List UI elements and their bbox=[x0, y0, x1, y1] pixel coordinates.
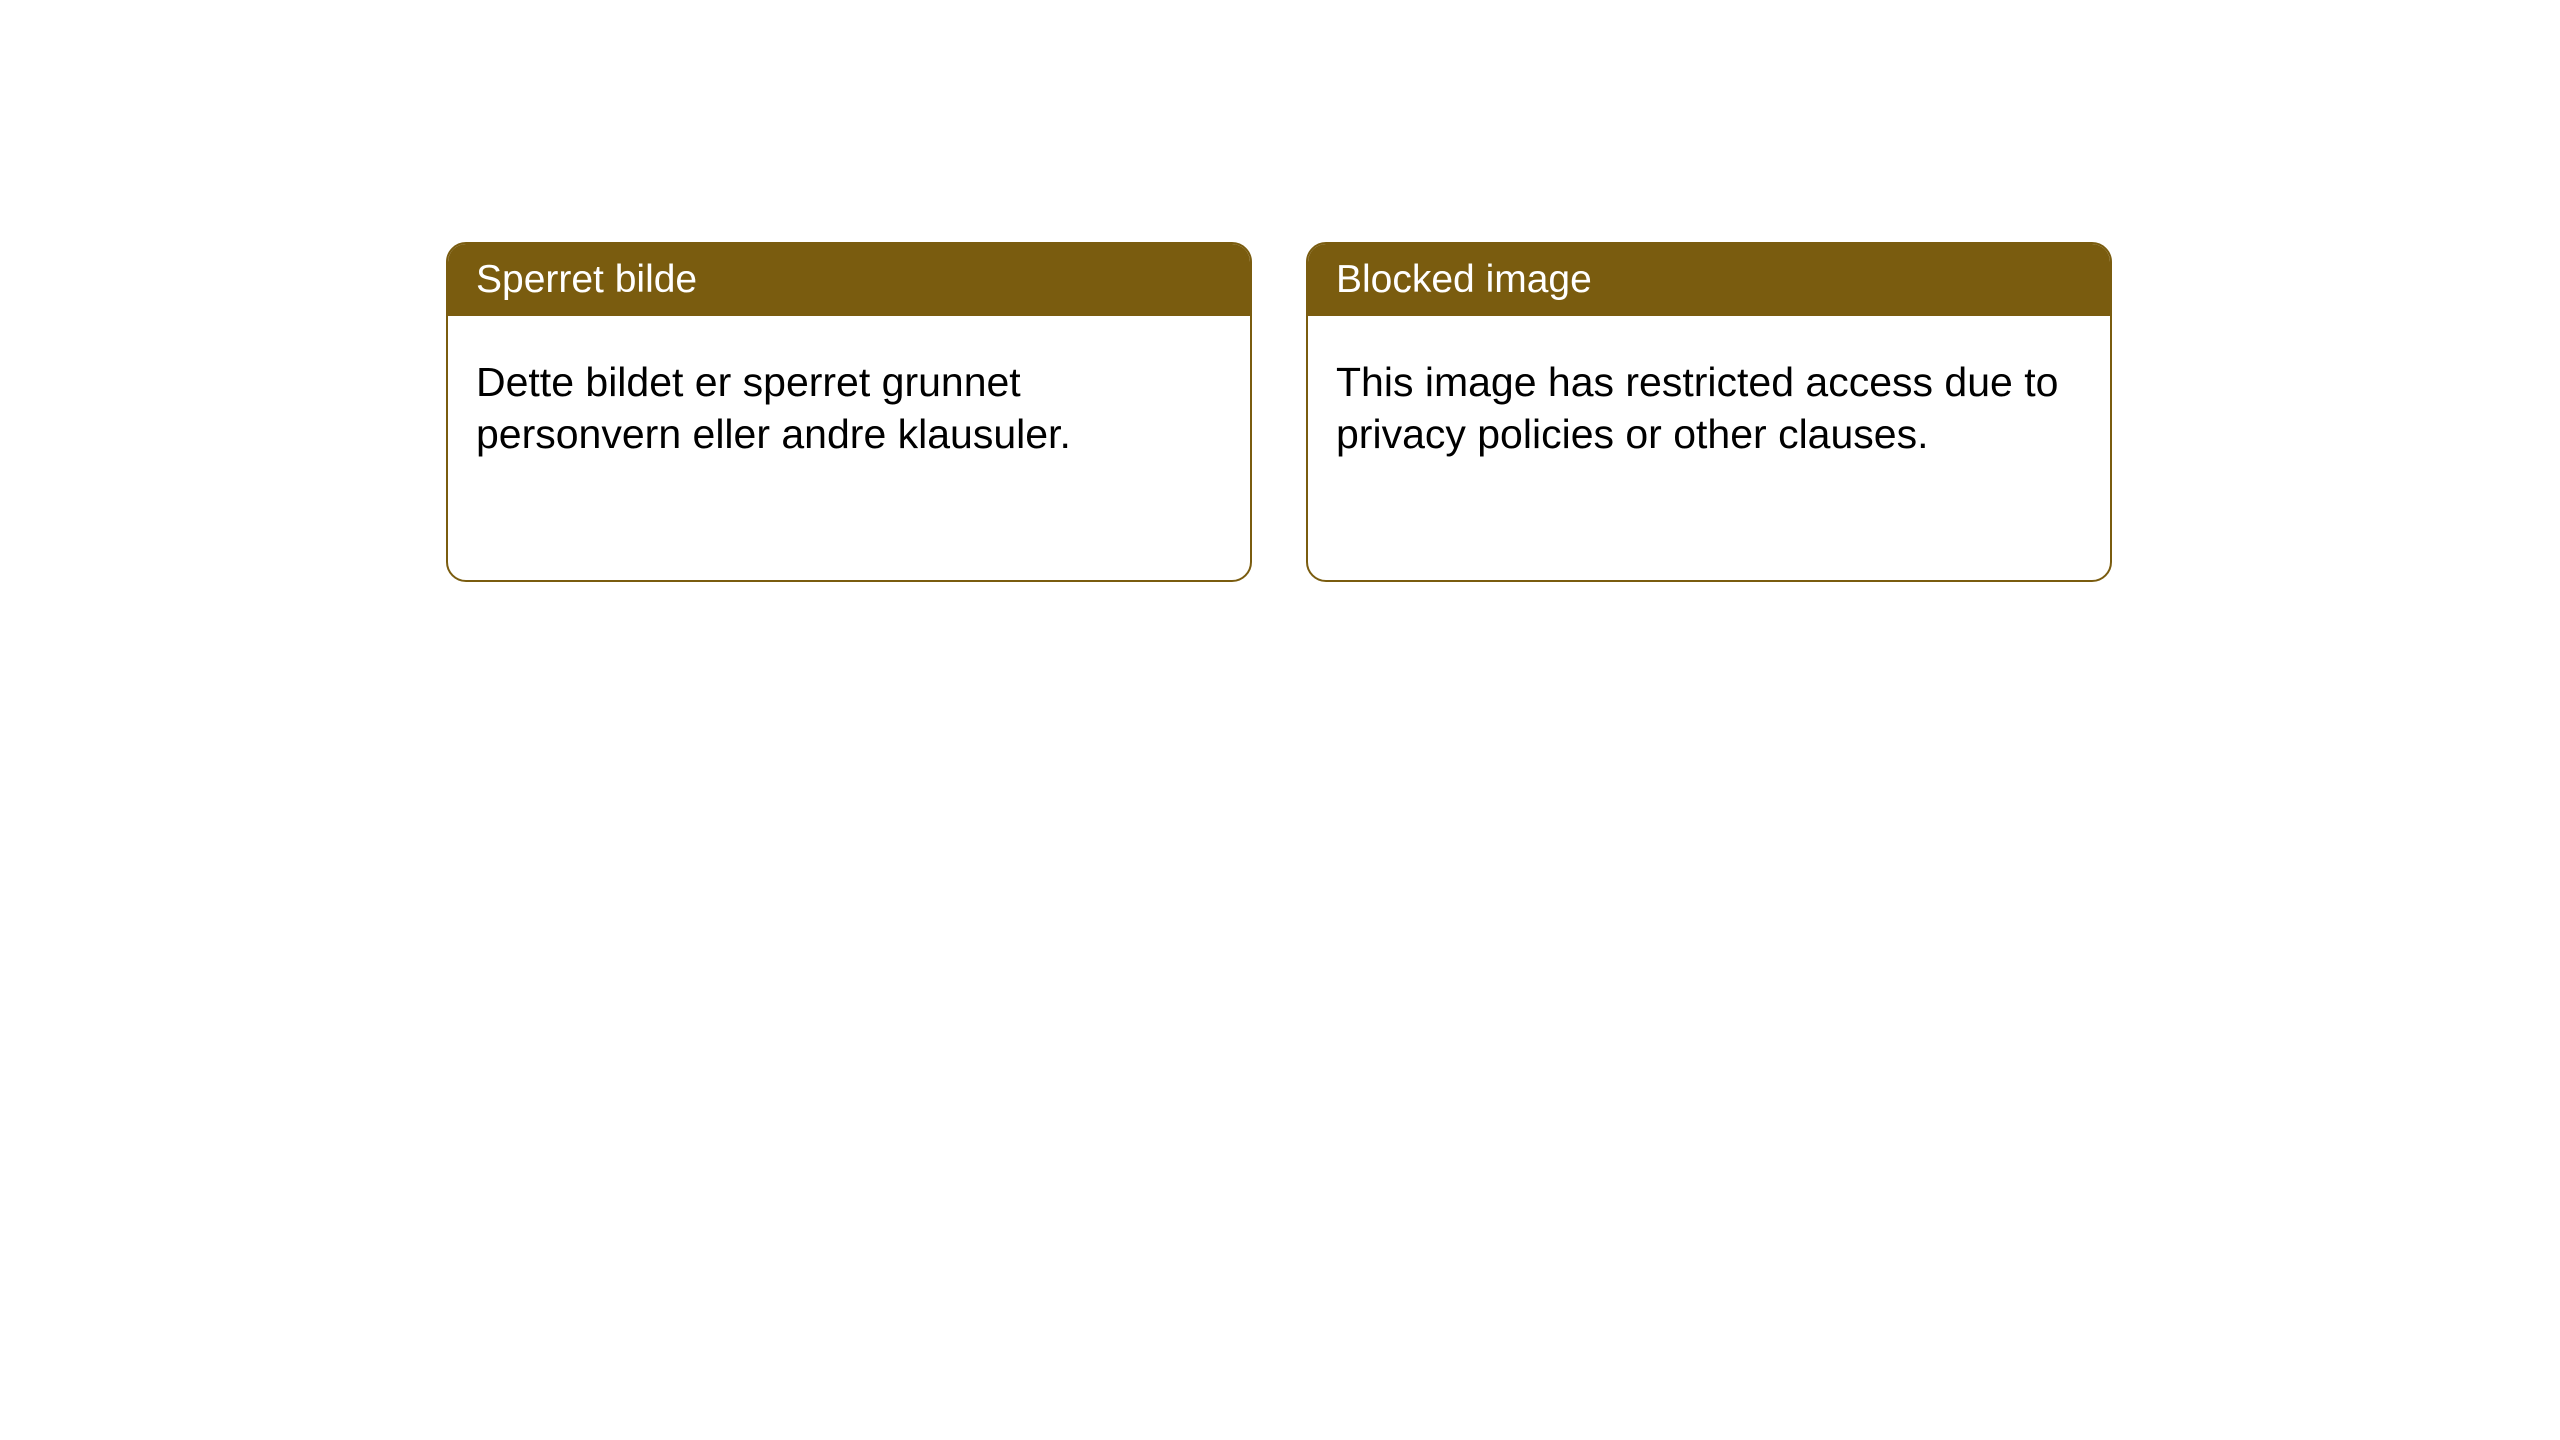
card-header: Sperret bilde bbox=[448, 244, 1250, 316]
card-header: Blocked image bbox=[1308, 244, 2110, 316]
card-title: Sperret bilde bbox=[476, 258, 697, 301]
card-message: This image has restricted access due to … bbox=[1336, 359, 2058, 457]
card-body: This image has restricted access due to … bbox=[1308, 316, 2110, 501]
card-title: Blocked image bbox=[1336, 258, 1592, 301]
card-body: Dette bildet er sperret grunnet personve… bbox=[448, 316, 1250, 501]
notice-card-norwegian: Sperret bilde Dette bildet er sperret gr… bbox=[446, 242, 1252, 582]
notice-card-english: Blocked image This image has restricted … bbox=[1306, 242, 2112, 582]
notice-container: Sperret bilde Dette bildet er sperret gr… bbox=[0, 0, 2560, 582]
card-message: Dette bildet er sperret grunnet personve… bbox=[476, 359, 1071, 457]
